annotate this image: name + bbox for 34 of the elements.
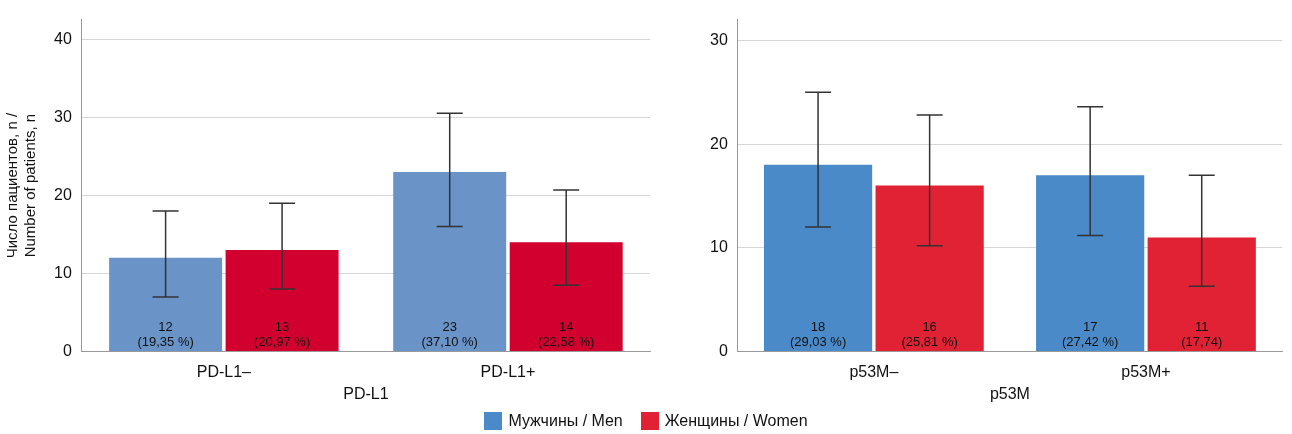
x-axis-title: p53M bbox=[989, 384, 1030, 402]
y-tick-label: 30 bbox=[54, 107, 72, 125]
data-label: 16 (25,81 %) bbox=[901, 318, 958, 349]
y-tick-label: 40 bbox=[54, 29, 72, 47]
data-label: 17 (27,42 %) bbox=[1061, 318, 1119, 349]
data-label: 18 (29,03 %) bbox=[789, 318, 847, 349]
y-axis-title: Число пациентов, n / Number of patients, n bbox=[3, 112, 39, 259]
bar bbox=[393, 171, 507, 352]
bar bbox=[1036, 175, 1145, 352]
x-tick-label: p53M+ bbox=[1121, 362, 1171, 380]
legend-label: Мужчины / Men bbox=[507, 411, 623, 431]
bar bbox=[509, 242, 623, 352]
data-label: 12 (19,35 %) bbox=[137, 318, 194, 349]
y-tick-label: 30 bbox=[710, 30, 728, 48]
bar bbox=[1147, 237, 1256, 352]
x-tick-label: p53M– bbox=[849, 362, 899, 380]
y-tick-label: 20 bbox=[710, 134, 728, 152]
data-label: 13 (20,97 %) bbox=[253, 318, 311, 349]
y-tick-label: 0 bbox=[62, 342, 72, 360]
bar bbox=[109, 257, 223, 352]
x-tick-label: PD-L1– bbox=[196, 362, 252, 380]
data-label: 23 (37,10 %) bbox=[421, 318, 478, 349]
x-tick-label: PD-L1+ bbox=[480, 362, 536, 380]
data-label: 14 (22,58 %) bbox=[538, 318, 595, 349]
data-label: 11 (17,74) bbox=[1181, 318, 1223, 349]
bar bbox=[225, 250, 339, 352]
bar bbox=[875, 185, 984, 352]
y-tick-label: 10 bbox=[710, 238, 728, 256]
y-tick-label: 20 bbox=[54, 185, 72, 203]
legend-label: Женщины / Women bbox=[663, 411, 808, 431]
y-tick-label: 10 bbox=[54, 263, 72, 281]
y-tick-label: 0 bbox=[718, 342, 728, 360]
bar bbox=[763, 164, 873, 352]
x-axis-title: PD-L1 bbox=[343, 384, 389, 402]
